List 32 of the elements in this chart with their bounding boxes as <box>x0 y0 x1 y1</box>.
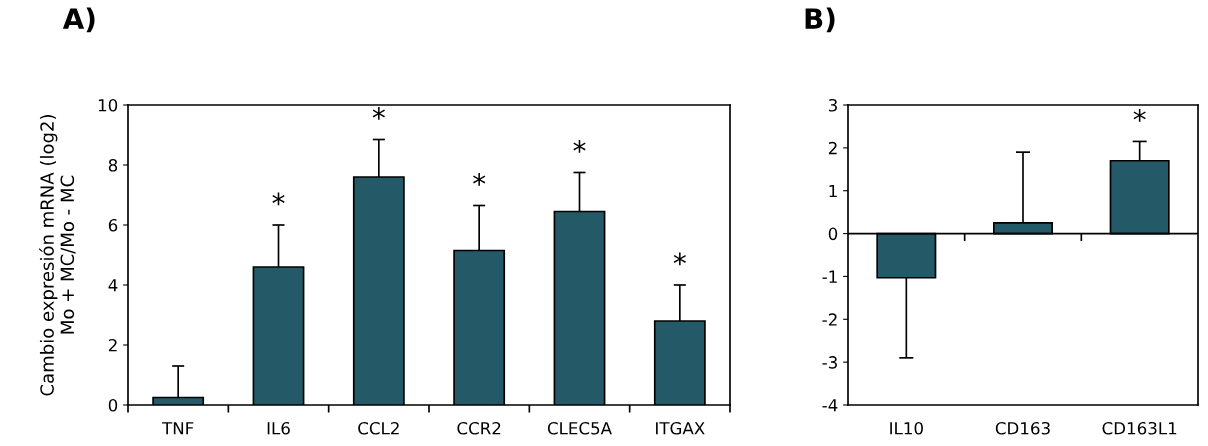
x-tick-label: CCR2 <box>457 421 501 435</box>
y-tick-label: -1 <box>822 270 837 283</box>
x-tick-label: CD163L1 <box>1102 421 1177 435</box>
y-tick-label: -3 <box>822 356 837 369</box>
y-tick-label: -4 <box>822 399 838 412</box>
y-tick-label: 8 <box>108 158 118 172</box>
y-tick-label: 0 <box>108 398 118 412</box>
y-tick-label: 10 <box>98 98 118 112</box>
x-tick-label: IL6 <box>267 421 290 435</box>
annotation: * <box>372 107 385 120</box>
y-tick-label: -2 <box>822 313 837 326</box>
chart-title: A) <box>62 7 95 33</box>
y-axis-title: Cambio expresión mRNA (log2) Mo + MC/Mo - MC <box>39 115 76 396</box>
chart-title: B) <box>805 7 835 33</box>
annotation: * <box>573 140 586 153</box>
x-tick-label: CCL2 <box>358 421 399 435</box>
x-tick-label: CD163 <box>995 421 1050 435</box>
annotation: * <box>673 252 686 266</box>
y-tick-label: 0 <box>828 227 838 241</box>
annotation: * <box>272 192 285 206</box>
y-tick-label: 1 <box>829 184 837 198</box>
x-tick-label: TNF <box>162 422 194 435</box>
y-tick-label: 4 <box>108 279 118 292</box>
y-tick-label: 3 <box>828 98 837 112</box>
x-tick-label: IL10 <box>890 421 923 435</box>
x-tick-label: CLEC5A <box>547 421 612 435</box>
annotation: * <box>473 173 486 186</box>
y-tick-label: 2 <box>828 141 837 155</box>
y-tick-label: 2 <box>108 338 117 352</box>
x-tick-label: ITGAX <box>656 421 705 435</box>
y-tick-label: 6 <box>108 218 118 232</box>
annotation: * <box>1133 109 1146 122</box>
